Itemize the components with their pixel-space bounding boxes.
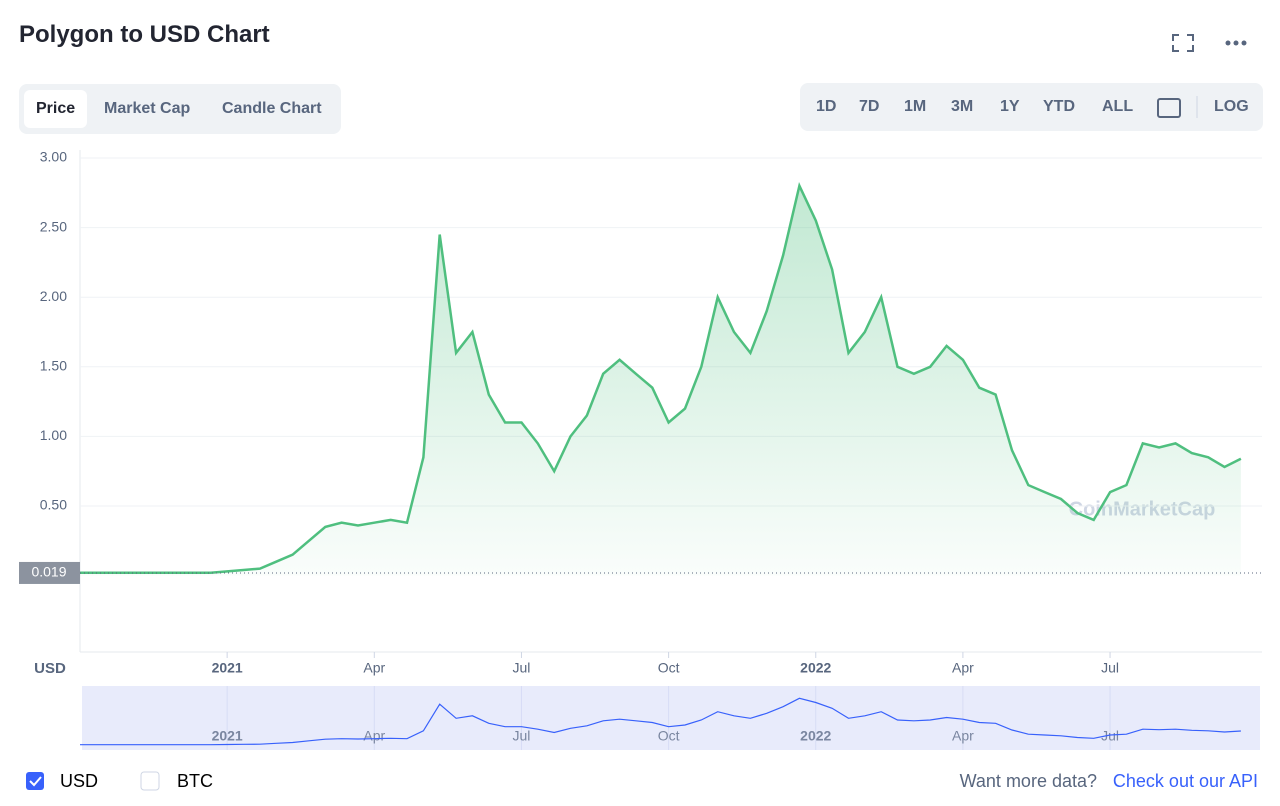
nav-line [80, 697, 1241, 746]
axis-unit: USD [34, 660, 66, 677]
range-button[interactable]: 7D [859, 98, 880, 115]
tab[interactable]: Price [24, 90, 88, 128]
checkbox[interactable] [26, 772, 44, 790]
x-tick-label: Oct [658, 660, 680, 676]
nav-tick-label: 2022 [800, 728, 831, 744]
check [29, 776, 42, 787]
nav-tick-label: Jul [1101, 728, 1119, 744]
y-tick-label: 0.50 [40, 497, 67, 513]
range-button[interactable]: 1D [816, 98, 837, 115]
range-bar [800, 83, 1263, 131]
nav-tick-label: Oct [658, 728, 680, 744]
x-tick-label: 2022 [800, 660, 831, 676]
api-link[interactable]: Check out our API [1113, 771, 1258, 791]
y-tick-label: 3.00 [40, 149, 67, 165]
y-tick-label: 1.00 [40, 427, 67, 443]
log-button[interactable]: LOG [1214, 98, 1249, 115]
footer-prompt: Want more data? [960, 771, 1097, 791]
y-tick-label: 1.50 [40, 358, 67, 374]
checkbox[interactable] [140, 771, 160, 791]
price-line [80, 182, 1242, 575]
nav-tick-label: Jul [512, 728, 530, 744]
current-price-label: 0.019 [31, 564, 66, 580]
range-button[interactable]: ALL [1102, 98, 1134, 115]
more-icon[interactable] [1225, 40, 1247, 46]
y-tick-label: 2.00 [40, 288, 67, 304]
nav-tick-label: 2021 [212, 728, 243, 744]
area [80, 185, 1241, 576]
legend-entry: USD [60, 771, 98, 791]
title: Polygon to USD Chart [19, 21, 270, 48]
x-tick-label: Apr [952, 660, 974, 676]
y-tick-label: 2.50 [40, 218, 67, 234]
x-tick-label: Apr [363, 660, 385, 676]
range-button[interactable]: 1Y [1000, 98, 1020, 115]
range-button[interactable]: 1M [904, 98, 927, 115]
tab[interactable]: Candle Chart [222, 100, 322, 117]
range-button[interactable]: 3M [951, 98, 974, 115]
nav-tick-label: Apr [952, 728, 974, 744]
legend-entry: BTC [177, 771, 213, 791]
x-tick-label: Jul [1101, 660, 1119, 676]
fullscreen-icon[interactable] [1172, 34, 1194, 52]
nav-tick-label: Apr [363, 728, 385, 744]
tab[interactable]: Market Cap [104, 100, 191, 117]
calendar-icon[interactable] [1157, 98, 1181, 118]
x-tick-label: 2021 [212, 660, 243, 676]
current-price-box [19, 561, 80, 584]
range-button[interactable]: YTD [1043, 98, 1075, 115]
navigator[interactable] [82, 686, 1260, 750]
x-tick-label: Jul [512, 660, 530, 676]
